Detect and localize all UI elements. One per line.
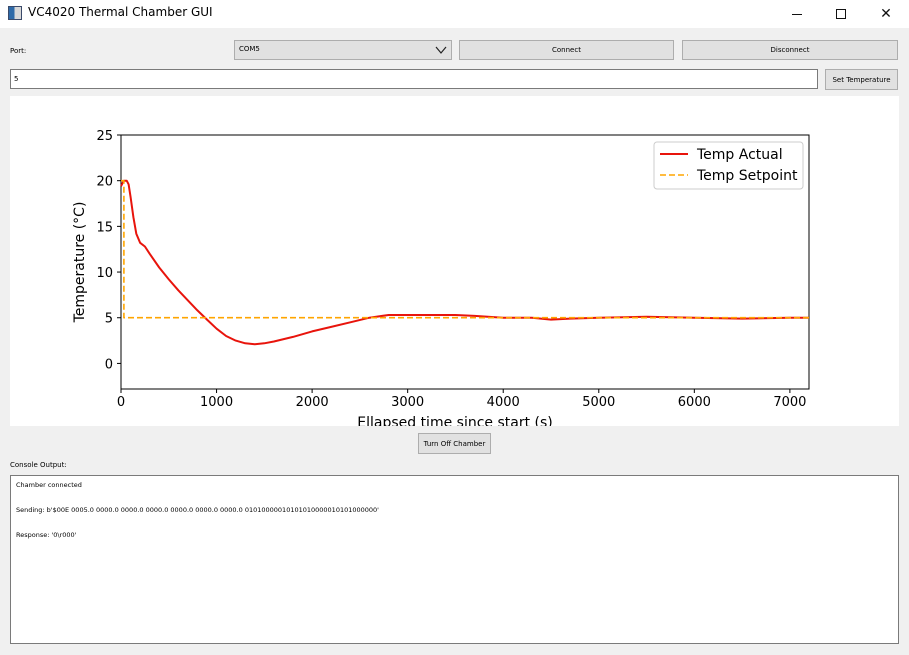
minimize-button[interactable] [774, 0, 820, 28]
port-select[interactable]: COM5 [234, 40, 452, 60]
y-tick-label: 5 [105, 312, 113, 327]
chevron-down-icon [435, 46, 447, 54]
app-icon [8, 6, 22, 20]
close-button[interactable]: ✕ [863, 0, 909, 28]
y-axis-label: Temperature (°C) [72, 202, 88, 324]
y-tick-label: 25 [96, 129, 113, 144]
axes-frame [120, 134, 810, 390]
legend-entry: Temp Actual [696, 147, 783, 163]
legend-box [653, 141, 804, 190]
legend-entry: Temp Setpoint [696, 168, 798, 184]
disconnect-button[interactable]: Disconnect [682, 40, 898, 60]
x-tick-label: 3000 [391, 395, 424, 410]
connect-button[interactable]: Connect [459, 40, 674, 60]
x-axis-label: Ellapsed time since start (s) [357, 415, 553, 426]
temperature-chart: 0 1000 2000 3000 4000 5000 6000 7000 0 5 10 15 20 25 E… [72, 129, 810, 426]
x-tick-label: 5000 [582, 395, 615, 410]
x-tick-label: 4000 [487, 395, 520, 410]
temperature-plot: 0 1000 2000 3000 4000 5000 6000 7000 0 5 10 15 20 25 E… [10, 96, 899, 426]
temp-actual-line [120, 179, 809, 346]
y-tick-label: 15 [96, 220, 113, 235]
x-tick-label: 2000 [296, 395, 329, 410]
maximize-icon [836, 9, 846, 19]
x-tick-label: 0 [117, 395, 125, 410]
console-label: Console Output: [10, 461, 67, 469]
temp-setpoint-line [121, 179, 809, 319]
x-tick-label: 6000 [678, 395, 711, 410]
x-tick-label: 7000 [773, 395, 806, 410]
port-label: Port: [10, 47, 27, 55]
console-line: Response: '0\r000' [16, 531, 77, 539]
port-select-value: COM5 [239, 45, 260, 53]
maximize-button[interactable] [818, 0, 864, 28]
title-bar: VC4020 Thermal Chamber GUI ✕ [0, 0, 909, 28]
x-tick-label: 1000 [200, 395, 233, 410]
y-tick-label: 10 [96, 266, 113, 281]
set-temperature-button[interactable]: Set Temperature [825, 69, 898, 90]
turn-off-chamber-button[interactable]: Turn Off Chamber [418, 433, 491, 454]
console-line: Sending: b'$00E 0005.0 0000.0 0000.0 000… [16, 506, 379, 514]
minimize-icon [792, 13, 802, 15]
console-line: Chamber connected [16, 481, 82, 489]
y-tick-label: 0 [105, 357, 113, 372]
window-title: VC4020 Thermal Chamber GUI [28, 5, 213, 19]
close-icon: ✕ [880, 6, 892, 22]
console-output[interactable]: Chamber connected Sending: b'$00E 0005.0… [10, 475, 899, 644]
temperature-input[interactable]: 5 [10, 69, 818, 89]
y-tick-label: 20 [96, 175, 113, 190]
